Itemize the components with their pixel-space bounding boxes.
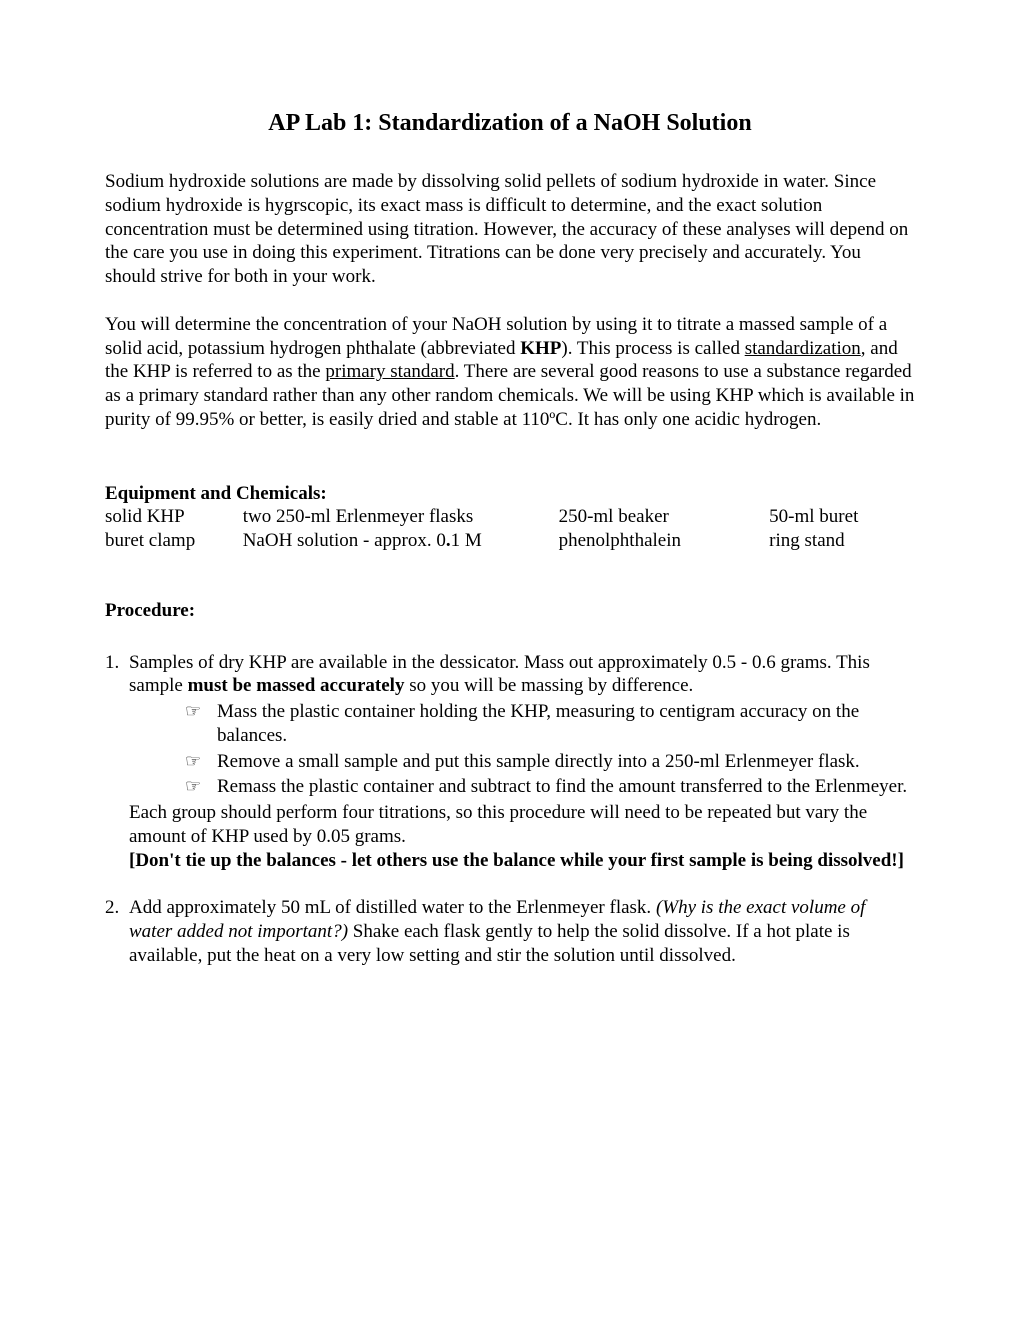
step-body: Add approximately 50 mL of distilled wat…: [129, 896, 911, 967]
step-number: 2.: [105, 896, 129, 920]
hand-point-icon: ☞: [185, 750, 217, 773]
page-title: AP Lab 1: Standardization of a NaOH Solu…: [105, 108, 915, 138]
procedure-header: Procedure:: [105, 599, 915, 623]
equip-cell: 50-ml buret: [769, 505, 915, 529]
para2-standardization-underline: standardization: [745, 338, 861, 359]
bullet-text: Remove a small sample and put this sampl…: [217, 750, 911, 774]
procedure-step-1: 1. Samples of dry KHP are available in t…: [105, 651, 915, 873]
para2-khp-bold: KHP: [520, 338, 561, 359]
intro-paragraph-2: You will determine the concentration of …: [105, 313, 915, 432]
equipment-header: Equipment and Chemicals:: [105, 482, 915, 506]
bullet-text: Mass the plastic container holding the K…: [217, 700, 911, 748]
p2-text-a: Add approximately 50 mL of distilled wat…: [129, 897, 656, 918]
equip-cell: phenolphthalein: [559, 529, 770, 553]
list-item: ☞ Remove a small sample and put this sam…: [185, 750, 911, 774]
p1-massed-bold: must be massed accurately: [188, 675, 405, 696]
intro-paragraph-1: Sodium hydroxide solutions are made by d…: [105, 170, 915, 289]
equip-naoh-c: 1 M: [451, 530, 482, 551]
para2-text-c: ). This process is called: [561, 338, 744, 359]
equip-cell: NaOH solution - approx. 0.1 M: [243, 529, 559, 553]
equipment-table: solid KHP two 250-ml Erlenmeyer flasks 2…: [105, 505, 915, 553]
table-row: solid KHP two 250-ml Erlenmeyer flasks 2…: [105, 505, 915, 529]
step-number: 1.: [105, 651, 129, 675]
bullet-text: Remass the plastic container and subtrac…: [217, 775, 911, 799]
hand-point-icon: ☞: [185, 775, 217, 798]
equip-naoh-a: NaOH solution - approx. 0: [243, 530, 446, 551]
para2-primary-standard-underline: primary standard: [325, 361, 454, 382]
p1-text-c: so you will be massing by difference.: [404, 675, 693, 696]
equip-cell: buret clamp: [105, 529, 243, 553]
table-row: buret clamp NaOH solution - approx. 0.1 …: [105, 529, 915, 553]
procedure-step-2: 2. Add approximately 50 mL of distilled …: [105, 896, 915, 967]
list-item: ☞ Mass the plastic container holding the…: [185, 700, 911, 748]
list-item: ☞ Remass the plastic container and subtr…: [185, 775, 911, 799]
sub-bullet-list: ☞ Mass the plastic container holding the…: [185, 700, 911, 799]
equip-cell: ring stand: [769, 529, 915, 553]
step-body: Samples of dry KHP are available in the …: [129, 651, 911, 873]
p1-note-bold: [Don't tie up the balances - let others …: [129, 850, 904, 871]
p1-text-d: Each group should perform four titration…: [129, 802, 867, 847]
hand-point-icon: ☞: [185, 700, 217, 723]
equip-cell: two 250-ml Erlenmeyer flasks: [243, 505, 559, 529]
equip-cell: 250-ml beaker: [559, 505, 770, 529]
equip-cell: solid KHP: [105, 505, 243, 529]
